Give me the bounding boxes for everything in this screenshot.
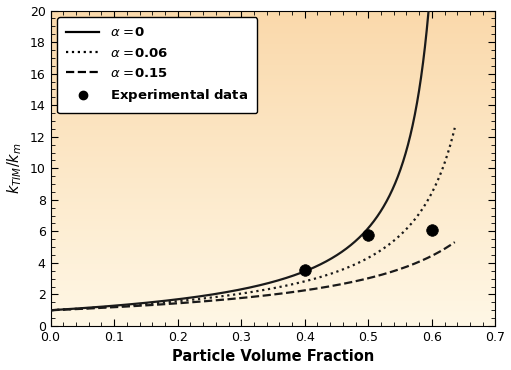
Legend: $\alpha$ =$\bf{0}$, $\alpha$ =$\bf{0.06}$, $\alpha$ =$\bf{0.15}$, $\bf{Experimen: $\alpha$ =$\bf{0}$, $\alpha$ =$\bf{0.06}… — [57, 17, 258, 113]
X-axis label: Particle Volume Fraction: Particle Volume Fraction — [172, 349, 374, 364]
Y-axis label: $k_{TIM}/k_m$: $k_{TIM}/k_m$ — [6, 142, 24, 194]
Point — [364, 232, 373, 238]
Point — [428, 227, 436, 233]
Point — [300, 267, 309, 273]
